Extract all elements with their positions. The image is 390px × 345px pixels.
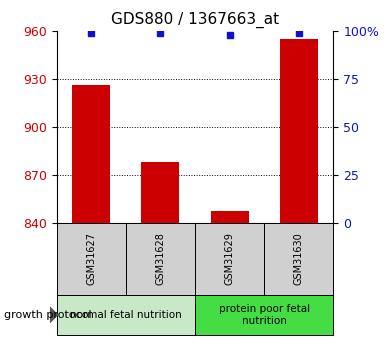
Bar xyxy=(141,162,179,223)
Text: growth protocol: growth protocol xyxy=(4,310,92,320)
Text: GSM31629: GSM31629 xyxy=(225,232,235,285)
Text: GSM31628: GSM31628 xyxy=(155,232,165,285)
Bar xyxy=(211,211,249,223)
Bar xyxy=(72,85,110,223)
Text: protein poor fetal
nutrition: protein poor fetal nutrition xyxy=(219,304,310,326)
Bar xyxy=(195,295,333,335)
Bar xyxy=(264,223,333,295)
Polygon shape xyxy=(50,306,58,324)
Bar xyxy=(57,223,126,295)
Text: normal fetal nutrition: normal fetal nutrition xyxy=(70,310,182,320)
Bar xyxy=(126,223,195,295)
Text: GDS880 / 1367663_at: GDS880 / 1367663_at xyxy=(111,12,279,28)
Text: GSM31627: GSM31627 xyxy=(86,232,96,285)
Bar xyxy=(195,223,264,295)
Text: GSM31630: GSM31630 xyxy=(294,233,304,285)
Bar xyxy=(57,295,195,335)
Bar xyxy=(280,39,318,223)
